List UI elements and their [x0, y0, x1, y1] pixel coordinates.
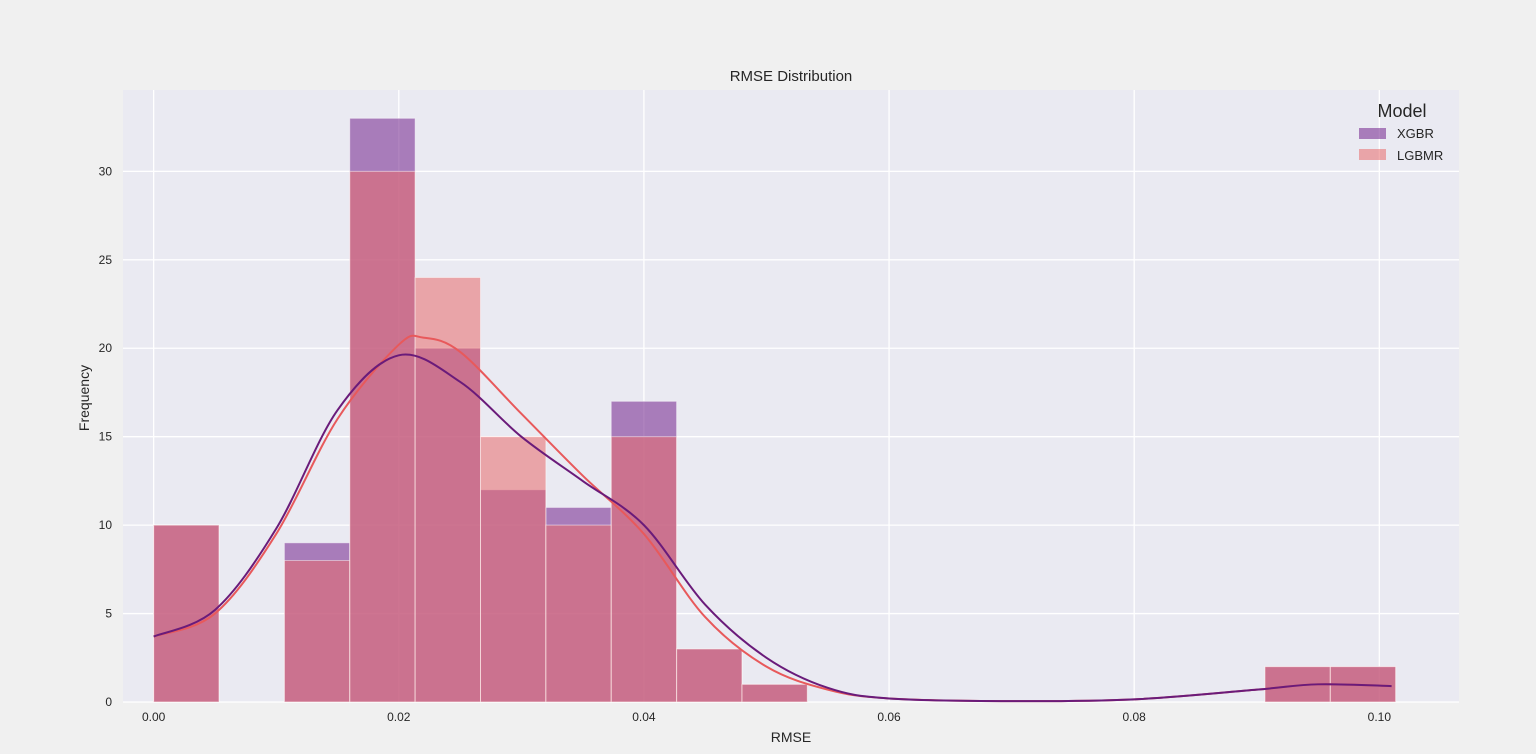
lgbmr-bar-2	[283, 559, 351, 703]
lgbmr-bar-7	[610, 436, 678, 703]
x-axis-label: RMSE	[771, 729, 811, 745]
lgbmr-bars	[153, 170, 1397, 703]
lgbmr-bar-3	[349, 170, 416, 703]
lgbmr-bar-4	[414, 276, 481, 703]
lgbmr-bar-8	[676, 648, 743, 703]
legend-label-xgbr: XGBR	[1397, 126, 1434, 141]
y-tick-label-4: 20	[99, 341, 113, 355]
legend-title: Model	[1377, 101, 1426, 121]
y-tick-label-1: 5	[105, 607, 112, 621]
lgbmr-bar-5	[479, 436, 547, 703]
y-axis-ticks: 0 5 10 15 20 25 30	[99, 164, 113, 709]
lgbmr-bar-6	[545, 524, 612, 703]
legend: Model XGBR LGBMR	[1359, 101, 1443, 163]
chart-title: RMSE Distribution	[730, 68, 853, 85]
kde-curves	[153, 334, 1392, 703]
x-tick-label-4: 0.08	[1123, 710, 1147, 724]
x-tick-label-1: 0.02	[387, 710, 411, 724]
legend-label-lgbmr: LGBMR	[1397, 148, 1443, 163]
y-tick-label-2: 10	[99, 518, 113, 532]
lgbmr-bar-9	[741, 683, 808, 703]
x-tick-label-3: 0.06	[877, 710, 901, 724]
x-tick-label-0: 0.00	[142, 710, 166, 724]
y-axis-label: Frequency	[76, 365, 92, 431]
x-tick-label-5: 0.10	[1368, 710, 1392, 724]
y-tick-label-6: 30	[99, 164, 113, 178]
legend-swatch-lgbmr	[1359, 149, 1386, 160]
y-tick-label-3: 15	[99, 430, 113, 444]
y-tick-label-0: 0	[105, 695, 112, 709]
x-axis-ticks: 0.00 0.02 0.04 0.06 0.08 0.10	[142, 710, 1391, 724]
legend-swatch-xgbr	[1359, 128, 1386, 139]
y-tick-label-5: 25	[99, 253, 113, 267]
lgbmr-bar-0	[153, 524, 220, 703]
x-tick-label-2: 0.04	[632, 710, 656, 724]
xgbr-kde-line	[153, 353, 1392, 703]
